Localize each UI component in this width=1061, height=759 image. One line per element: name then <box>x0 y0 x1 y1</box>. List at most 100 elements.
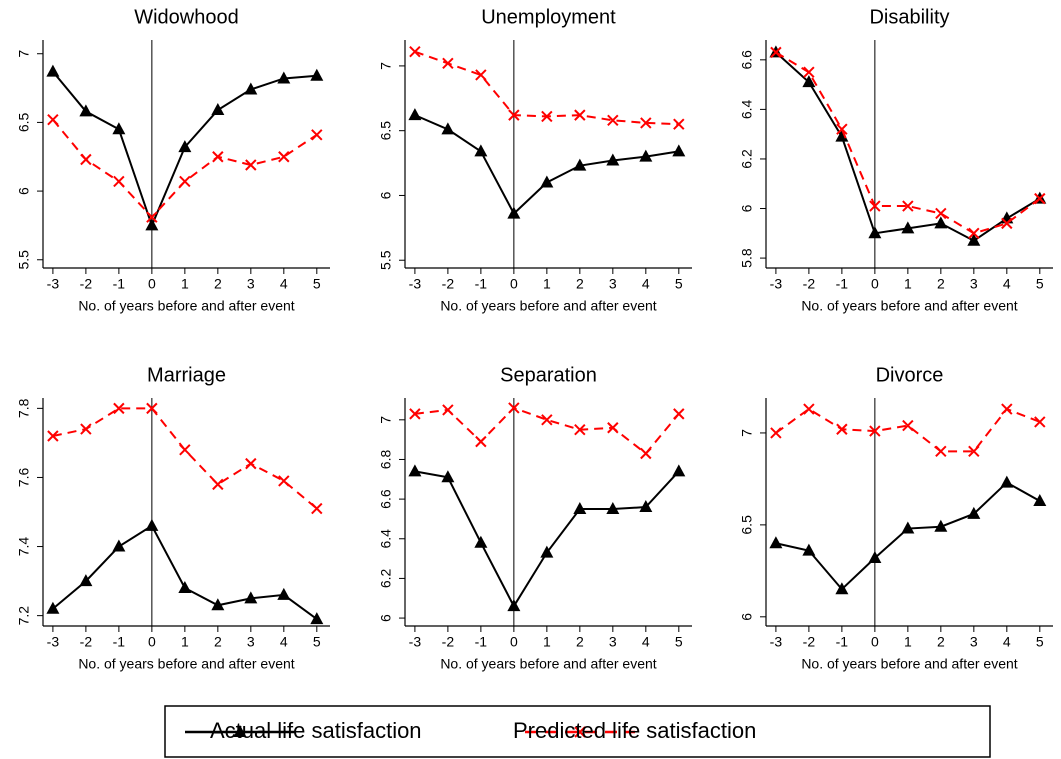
marker <box>573 158 587 171</box>
marker <box>803 403 815 415</box>
marker <box>475 69 487 81</box>
x-tick-label: 1 <box>543 276 551 292</box>
marker <box>802 75 816 88</box>
marker <box>409 408 421 420</box>
marker <box>935 445 947 458</box>
y-tick-label: 6 <box>739 204 755 212</box>
chart-title: Marriage <box>147 364 226 386</box>
x-tick-label: 0 <box>510 276 518 292</box>
marker <box>178 140 192 153</box>
y-tick-label: 7 <box>378 416 394 424</box>
marker <box>474 535 488 548</box>
y-tick-label: 6.5 <box>16 112 32 132</box>
marker <box>146 211 158 223</box>
y-tick-label: 5.5 <box>378 250 394 270</box>
marker <box>639 149 653 162</box>
marker <box>145 518 159 531</box>
x-axis-label: No. of years before and after event <box>801 298 1017 314</box>
series-line <box>775 481 1041 591</box>
x-tick-label: 1 <box>543 634 551 650</box>
x-tick-label: -3 <box>409 276 422 292</box>
marker <box>409 45 421 58</box>
marker <box>540 175 554 188</box>
marker <box>574 109 586 121</box>
x-tick-label: 5 <box>313 276 321 292</box>
marker <box>441 122 455 135</box>
marker <box>869 425 881 437</box>
x-tick-label: -3 <box>47 634 60 650</box>
marker <box>408 108 422 121</box>
marker <box>311 502 323 515</box>
chart-title: Unemployment <box>481 6 616 28</box>
legend-label: Predicted life satisfaction <box>513 718 756 743</box>
marker <box>507 206 521 219</box>
y-tick-label: 7.6 <box>16 468 32 488</box>
marker <box>441 470 455 483</box>
marker <box>310 612 324 625</box>
x-tick-label: -1 <box>475 276 488 292</box>
marker <box>541 110 553 123</box>
marker <box>673 408 685 420</box>
marker <box>967 506 981 519</box>
x-tick-label: -2 <box>803 276 816 292</box>
x-tick-label: 3 <box>247 276 255 292</box>
marker <box>211 598 225 611</box>
y-tick-label: 6.4 <box>739 99 755 119</box>
marker <box>47 113 59 126</box>
x-tick-label: 3 <box>609 634 617 650</box>
marker <box>639 500 653 513</box>
marker <box>672 464 686 477</box>
y-tick-label: 7.4 <box>16 537 32 557</box>
series-line <box>52 407 318 510</box>
series-line <box>775 51 1041 235</box>
x-tick-label: 4 <box>1003 276 1011 292</box>
marker <box>968 227 980 240</box>
legend-box <box>164 705 991 758</box>
marker <box>80 423 92 435</box>
marker <box>113 175 125 188</box>
x-tick-label: 3 <box>609 276 617 292</box>
x-tick-label: -3 <box>47 276 60 292</box>
y-tick-label: 6.2 <box>378 568 394 588</box>
chart-title: Divorce <box>876 364 944 386</box>
marker <box>672 144 686 157</box>
marker <box>606 502 620 515</box>
marker <box>902 200 914 212</box>
x-tick-label: 5 <box>1036 276 1044 292</box>
marker <box>1001 403 1013 415</box>
marker <box>47 430 59 442</box>
marker <box>245 159 257 171</box>
series-line <box>775 407 1041 453</box>
marker <box>212 151 224 163</box>
x-tick-label: -1 <box>113 634 126 650</box>
x-tick-label: 4 <box>280 634 288 650</box>
marker <box>541 414 553 426</box>
x-tick-label: -2 <box>442 276 455 292</box>
marker <box>277 71 291 84</box>
x-tick-label: 3 <box>970 276 978 292</box>
marker <box>179 444 191 456</box>
marker <box>1000 475 1014 488</box>
x-tick-label: -3 <box>770 276 783 292</box>
x-tick-label: 5 <box>675 634 683 650</box>
x-tick-label: 3 <box>970 634 978 650</box>
x-tick-label: -2 <box>80 276 93 292</box>
marker <box>146 402 158 415</box>
y-tick-label: 7 <box>378 62 394 70</box>
marker <box>574 424 586 436</box>
marker <box>508 402 520 414</box>
marker <box>868 550 882 563</box>
chart-title: Separation <box>500 364 597 386</box>
y-tick-label: 6.8 <box>378 450 394 470</box>
marker <box>46 64 60 77</box>
marker <box>540 545 554 558</box>
x-tick-label: 0 <box>148 276 156 292</box>
marker <box>836 123 848 135</box>
marker <box>212 478 224 491</box>
y-tick-label: 6.5 <box>739 515 755 535</box>
marker <box>607 422 619 434</box>
marker <box>244 82 258 95</box>
y-tick-label: 6.2 <box>739 149 755 169</box>
x-tick-label: 2 <box>937 634 945 650</box>
x-tick-label: -3 <box>770 634 783 650</box>
